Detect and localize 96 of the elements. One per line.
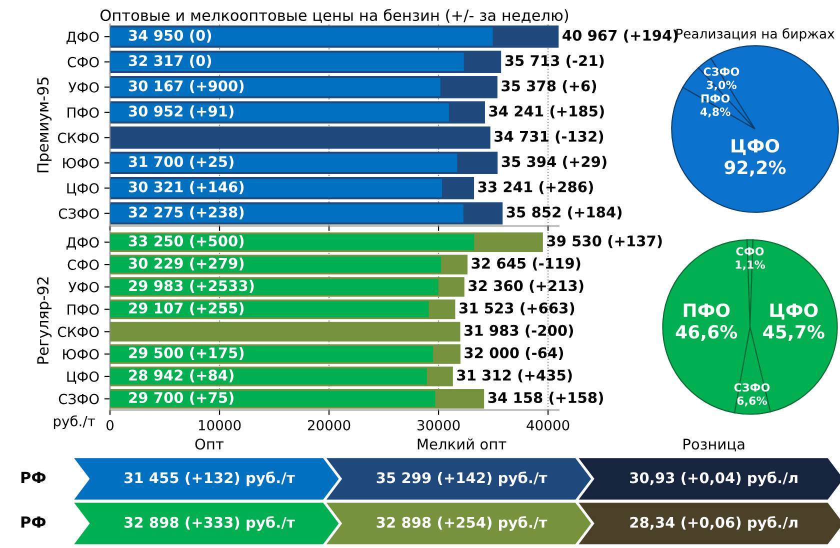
data-label: 35 394 (+29)	[502, 156, 606, 169]
data-label: 35 378 (+6)	[502, 80, 596, 94]
data-label: 34 241 (+185)	[489, 105, 604, 118]
bar	[110, 346, 434, 362]
bar	[110, 154, 458, 172]
data-label: 31 700 (+25)	[128, 156, 234, 169]
x-tick-label: 30000	[418, 420, 460, 430]
text: 32 898 (+254) руб./т	[376, 516, 548, 531]
bar	[110, 28, 493, 46]
data-label: 32 645 (-119)	[472, 258, 580, 271]
bar	[110, 52, 464, 71]
data-label: 3,0%	[706, 80, 737, 91]
y-tick-label: СКФО	[58, 132, 99, 144]
data-label: 39 530 (+137)	[547, 235, 662, 248]
chart-title: Оптовые и мелкооптовые цены на бензин (+/- за неделю)	[100, 8, 568, 23]
data-label: 92,2%	[724, 160, 786, 177]
data-label: 32 000 (-64)	[464, 347, 564, 360]
category-label: РФ	[21, 516, 46, 528]
bar	[110, 368, 427, 384]
category-label: Розница	[684, 438, 744, 452]
data-label: 34 731 (-132)	[494, 130, 604, 144]
slice-label: ПФО	[701, 94, 730, 103]
text: 32 898 (+333) руб./т	[124, 516, 295, 531]
x-tick-label: 0	[106, 420, 114, 430]
y-tick-label: СКФО	[58, 326, 99, 338]
data-label: 32 275 (+238)	[128, 206, 244, 220]
x-tick-label: 40000	[526, 420, 570, 430]
data-label: 32 360 (+213)	[468, 280, 584, 293]
data-label: 31 523 (+663)	[459, 302, 574, 316]
y-tick-label: ПФО	[68, 304, 99, 315]
data-label: 35 713 (-21)	[505, 54, 604, 68]
y-tick-label: ДФО	[66, 32, 99, 44]
bar	[110, 204, 464, 222]
data-label: 30 167 (+900)	[128, 80, 244, 94]
data-label: 34 158 (+158)	[488, 392, 603, 405]
slice-label: СФО	[736, 247, 764, 256]
x-tick-label: 20000	[308, 420, 350, 430]
y-tick-label: УФО	[68, 82, 99, 93]
bar	[110, 179, 442, 198]
category-label: Опт	[195, 438, 224, 450]
y-axis-title: Премиум-95	[37, 78, 52, 172]
slice-label: СЗФО	[704, 67, 740, 76]
data-label: 28 942 (+84)	[129, 369, 234, 382]
data-label: 30 952 (+91)	[128, 105, 234, 118]
y-tick-label: СФО	[68, 260, 99, 270]
chart-title: Реализация на биржах	[676, 28, 834, 42]
data-label: 45,7%	[763, 325, 824, 341]
data-label: 1,1%	[736, 260, 766, 270]
text: 35 299 (+142) руб./т	[376, 471, 548, 486]
data-label: 31 983 (-200)	[464, 324, 573, 338]
bar	[110, 322, 460, 342]
y-tick-label: СЗФО	[58, 394, 99, 404]
slice-label: ЦФО	[770, 303, 818, 320]
x-axis-title: руб./т	[54, 415, 96, 430]
bar	[110, 103, 449, 122]
data-label: 32 317 (0)	[128, 54, 212, 68]
bar	[110, 390, 436, 407]
y-tick-label: ПФО	[68, 107, 99, 118]
data-label: 34 950 (0)	[128, 30, 212, 43]
text: 31 455 (+132) руб./т	[124, 471, 295, 486]
y-tick-label: ЮФО	[63, 158, 99, 168]
data-label: 29 500 (+175)	[129, 347, 244, 360]
bar	[110, 234, 474, 250]
text: 28,34 (+0,06) руб./л	[630, 516, 798, 531]
y-tick-label: ЦФО	[67, 371, 99, 384]
data-label: 4,8%	[700, 108, 730, 118]
y-tick-label: СЗФО	[58, 208, 99, 219]
data-label: 30 321 (+146)	[128, 181, 244, 194]
bar	[110, 126, 490, 149]
text: 30,93 (+0,04) руб./л	[630, 471, 798, 486]
data-label: 29 107 (+255)	[129, 302, 244, 316]
y-tick-label: ДФО	[66, 237, 99, 250]
data-label: 35 852 (+184)	[506, 206, 622, 220]
y-tick-label: ЮФО	[63, 349, 99, 360]
data-label: 29 983 (+2533)	[129, 280, 254, 293]
x-tick-label: 10000	[198, 420, 241, 430]
bar	[110, 78, 440, 96]
y-tick-label: УФО	[68, 282, 99, 292]
data-label: 30 229 (+279)	[128, 258, 244, 271]
category-label: Мелкий опт	[418, 438, 506, 450]
data-label: 31 312 (+435)	[457, 369, 572, 382]
data-label: 6,6%	[737, 396, 767, 406]
y-axis-title: Регуляр-92	[37, 277, 52, 364]
data-label: 29 700 (+75)	[129, 392, 234, 405]
bar	[110, 256, 442, 273]
bar	[110, 301, 429, 318]
y-tick-label: ЦФО	[67, 183, 99, 196]
category-label: РФ	[21, 472, 46, 484]
slice-label: ПФО	[684, 303, 730, 318]
slice-label: СЗФО	[734, 383, 770, 392]
data-label: 33 241 (+286)	[478, 181, 593, 194]
data-label: 40 967 (+194)	[562, 30, 678, 43]
slice-label: ЦФО	[732, 138, 780, 156]
data-label: 46,6%	[676, 325, 738, 341]
y-tick-label: СФО	[68, 56, 99, 68]
data-label: 33 250 (+500)	[128, 235, 244, 248]
